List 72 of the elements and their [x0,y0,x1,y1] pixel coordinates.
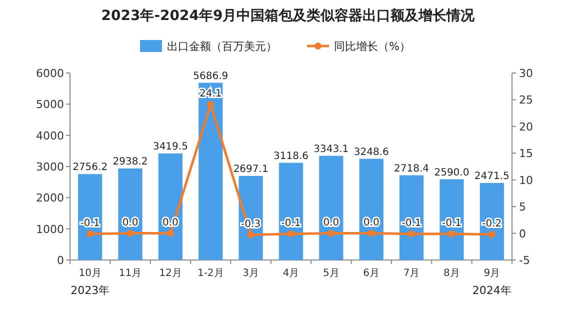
x-tick-label: 10月 [78,268,102,279]
data-label: -0.1 [442,218,462,229]
data-label: 0.0 [323,217,340,228]
y-tick-label: 4000 [36,129,64,142]
point [488,230,496,238]
data-label: 3248.6 [354,146,389,158]
x-tick-label: 9月 [484,268,500,279]
bar [359,158,384,260]
x-tick-label: 11月 [118,268,142,279]
bar [440,179,464,260]
data-label: 3118.6 [274,150,308,162]
data-label: 2590.0 [434,167,470,178]
y2-tick-label: 25 [519,94,533,107]
point [247,231,254,238]
data-label: 0.0 [122,217,138,228]
y-tick-label: 5000 [36,98,64,112]
x-tick-label: 12月 [159,268,182,279]
y2-tick-label: 10 [519,174,533,187]
data-label: 2938.2 [112,156,148,168]
point [86,230,94,238]
y-tick-label: 1000 [36,222,64,236]
y-tick-label: 2000 [36,192,64,205]
point [126,230,134,237]
text: 2023年 [70,284,110,297]
text: 2024年 [472,284,512,297]
point [288,230,294,238]
y-tick-label: 6000 [36,67,64,80]
bar [319,156,344,260]
data-label: 3343.1 [314,144,349,155]
y2-tick-label: 5 [519,200,526,214]
data-label: -0.1 [80,218,100,229]
bar [278,162,304,260]
data-label: 2697.1 [233,164,268,175]
y-tick-label: 0 [57,254,64,267]
y2-tick-label: 0 [519,227,526,240]
x-tick-label: 6月 [363,268,380,279]
data-label: 2718.4 [394,163,430,174]
point [207,101,214,108]
data-label: -0.1 [281,218,301,229]
x-tick-label: 4月 [282,268,300,279]
bar [399,175,424,260]
data-label: -0.2 [482,218,502,230]
bar [118,168,142,260]
data-label: 2471.5 [474,170,510,182]
x-tick-label: 7月 [403,268,420,279]
point [408,230,416,238]
legend-label: 同比增长（%） [334,40,410,53]
bar [198,82,223,260]
x-tick-label: 5月 [322,268,340,279]
bar [480,182,504,260]
y2-tick-label: 15 [519,147,533,160]
y-tick-label: 3000 [36,160,64,174]
x-tick-label: 1-2月 [197,268,224,279]
chart-title: 2023年-2024年9月中国箱包及类似容器出口额及增长情况 [101,7,476,24]
x-tick-label: 3月 [242,268,260,279]
point [448,230,456,238]
point [328,230,335,237]
data-label: 0.0 [363,217,380,228]
point [166,230,174,237]
data-label: 5686.9 [193,70,228,82]
data-label: -0.1 [402,218,422,229]
data-label: 3419.5 [152,141,188,152]
bar [158,153,183,260]
y2-tick-label: 20 [519,120,533,134]
x-tick-label: 8月 [444,268,460,279]
bar [78,174,102,260]
point [368,230,375,237]
data-label: 2756.2 [72,162,108,174]
y2-tick-label: -5 [519,254,530,267]
y2-tick-label: 30 [519,67,533,80]
legend-label: 出口金额（百万美元） [167,40,277,53]
data-label: 24.1 [200,88,222,100]
